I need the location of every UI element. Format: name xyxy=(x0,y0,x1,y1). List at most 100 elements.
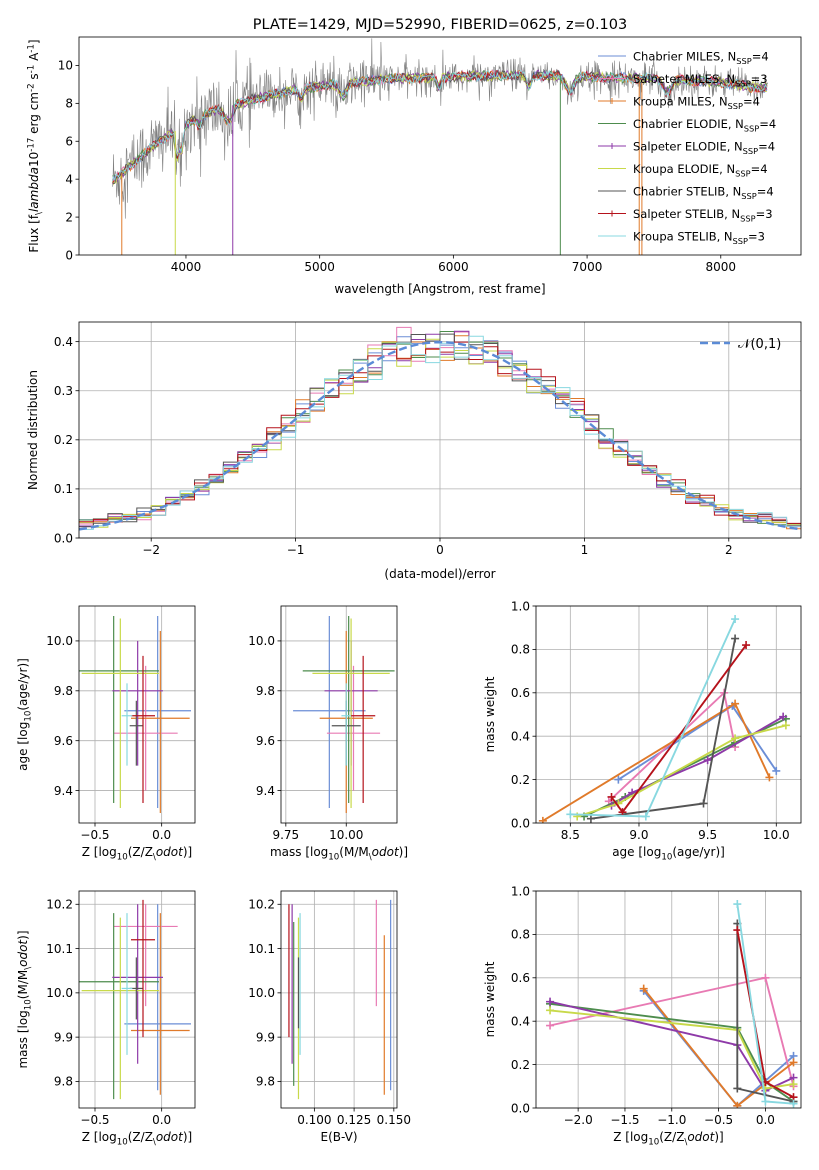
weight-marker xyxy=(538,816,547,823)
error-bar-point xyxy=(131,899,155,1038)
y-axis-label: age [log10(age/yr)] xyxy=(16,658,34,771)
x-tick-label: 6000 xyxy=(438,260,469,274)
y-tick-label: 0.0 xyxy=(54,531,73,545)
axes-frame xyxy=(280,605,398,824)
axes-frame xyxy=(280,890,398,1109)
x-tick-label: 9.5 xyxy=(698,828,717,842)
weight-marker xyxy=(731,615,740,624)
x-tick-label: 0.0 xyxy=(756,1113,775,1127)
x-tick-label: −0.5 xyxy=(80,1113,109,1127)
axes-residuals: −2 −1 0 1 2 0.0 0.1 0.2 0.3 0.4 (data-model)/error… xyxy=(26,321,802,581)
error-bar-point xyxy=(131,630,190,814)
x-tick-label: 0.100 xyxy=(297,1113,331,1127)
legend-label: Salpeter MILES, NSSP=3 xyxy=(633,72,768,88)
error-bar-point xyxy=(121,913,133,1055)
y-tick-label: 9.9 xyxy=(256,1030,275,1044)
weight-marker xyxy=(699,799,708,808)
weight-marker xyxy=(772,766,781,775)
weight-marker xyxy=(761,1097,770,1106)
y-tick-label: 0.8 xyxy=(511,928,530,942)
axes-frame xyxy=(78,36,802,256)
x-axis-label: (data-model)/error xyxy=(384,567,495,581)
error-bar-point xyxy=(312,618,390,809)
y-tick-label: 10.0 xyxy=(46,986,73,1000)
error-bar-point xyxy=(124,615,191,809)
x-axis-label: age [log10(age/yr)] xyxy=(612,845,725,863)
y-tick-label: 0.4 xyxy=(511,730,530,744)
error-bar-point xyxy=(113,904,178,1007)
x-tick-label: −1 xyxy=(287,543,305,557)
model-spectrum xyxy=(112,69,768,182)
weight-line xyxy=(549,1009,794,1090)
figure-title: PLATE=1429, MJD=52990, FIBERID=0625, z=0… xyxy=(253,17,627,33)
error-bar-point xyxy=(81,618,159,809)
y-tick-label: 0.8 xyxy=(511,643,530,657)
x-tick-label: 0 xyxy=(436,543,444,557)
y-axis-label: Normed distribution xyxy=(26,370,40,490)
weight-line xyxy=(576,724,787,818)
error-bar-point xyxy=(129,700,143,766)
x-tick-label: −2 xyxy=(142,543,160,557)
error-bar-point xyxy=(341,683,352,766)
y-tick-label: 10.2 xyxy=(46,898,73,912)
plot-area xyxy=(546,900,798,1108)
weight-marker xyxy=(779,712,788,721)
axes-frame xyxy=(535,890,802,1109)
weight-marker xyxy=(789,1099,798,1108)
y-tick-label: 0.6 xyxy=(511,686,530,700)
model-spectrum xyxy=(112,69,768,183)
x-tick-label: 9.75 xyxy=(272,828,299,842)
axes-spectrum: 4000 5000 6000 7000 8000 0 2 4 6 8 10 wavelength [A… xyxy=(26,36,802,296)
legend-label: Kroupa STELIB, NSSP=3 xyxy=(633,229,765,245)
x-tick-label: 5000 xyxy=(304,260,335,274)
axes-weight-vs-age: 8.5 9.0 9.5 10.0 0.0 0.2 0.4 0.6 0.8 1.0 age [log1… xyxy=(483,599,802,863)
weight-marker xyxy=(639,984,648,993)
weight-marker xyxy=(586,814,595,823)
weight-marker xyxy=(731,634,740,643)
y-tick-label: 0.3 xyxy=(54,384,73,398)
weight-marker xyxy=(731,734,740,743)
x-tick-label: 8000 xyxy=(706,260,737,274)
y-tick-label: 0 xyxy=(65,248,73,262)
legend-label: Salpeter STELIB, NSSP=3 xyxy=(633,207,773,223)
axes-age-vs-z: −0.5 0.0 9.4 9.6 9.8 10.0 Z [log10(Z/Z\odot)] a… xyxy=(16,605,196,863)
plot-area xyxy=(79,899,191,1100)
x-tick-label: 1 xyxy=(581,543,589,557)
weight-line xyxy=(610,715,784,807)
error-bar-point xyxy=(293,615,366,809)
y-tick-label: 10 xyxy=(58,59,73,73)
x-tick-label: 8.5 xyxy=(561,828,580,842)
error-bar-point xyxy=(81,917,159,1100)
x-tick-label: −2.0 xyxy=(564,1113,593,1127)
weight-marker xyxy=(731,699,740,708)
weight-marker xyxy=(733,926,742,935)
plot-area xyxy=(293,615,395,814)
y-tick-label: 10.0 xyxy=(46,634,73,648)
legend-label: Chabrier STELIB, NSSP=4 xyxy=(633,184,774,200)
legend-label: Chabrier ELODIE, NSSP=4 xyxy=(633,117,776,133)
y-tick-label: 10.0 xyxy=(248,986,275,1000)
error-bar-point xyxy=(79,615,159,804)
weight-line xyxy=(549,1000,794,1092)
legend-label: Kroupa ELODIE, NSSP=4 xyxy=(633,162,768,178)
y-tick-label: 9.4 xyxy=(54,784,73,798)
axes-mass-vs-ebv: 0.100 0.125 0.150 9.8 9.9 10.0 10.1 10.2 E(B-V) xyxy=(248,890,411,1144)
y-tick-label: 2 xyxy=(65,210,73,224)
error-bar-point xyxy=(302,615,395,804)
x-tick-label: 0.125 xyxy=(337,1113,371,1127)
weight-line xyxy=(610,644,747,814)
error-bar-point xyxy=(131,655,155,804)
y-tick-label: 1.0 xyxy=(511,884,530,898)
weight-marker xyxy=(614,775,623,784)
y-tick-label: 10.1 xyxy=(248,942,275,956)
weight-marker xyxy=(618,808,627,817)
error-bar-point xyxy=(79,913,159,1100)
spectrum-legend: Chabrier MILES, NSSP=4 Salpeter MILES, NS… xyxy=(598,49,776,246)
y-tick-label: 9.8 xyxy=(256,1075,275,1089)
weight-marker xyxy=(733,1084,742,1093)
y-tick-label: 9.9 xyxy=(54,1030,73,1044)
y-tick-label: 6 xyxy=(65,135,73,149)
y-axis-label: mass weight xyxy=(483,676,497,752)
plot-area xyxy=(79,615,191,814)
y-tick-label: 9.8 xyxy=(54,1075,73,1089)
